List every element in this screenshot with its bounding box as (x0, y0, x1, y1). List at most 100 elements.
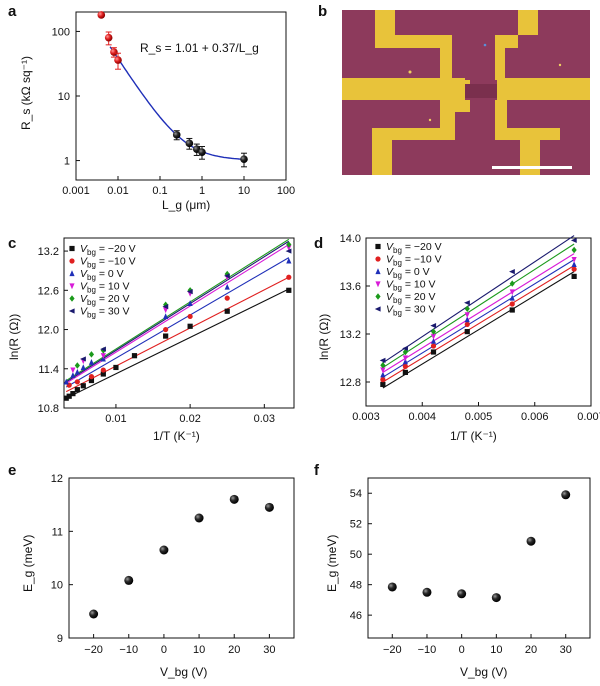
data-point (88, 351, 95, 358)
panel-label-b: b (318, 3, 327, 20)
data-point (457, 589, 467, 599)
data-point (131, 353, 138, 359)
data-point (430, 323, 437, 329)
fit-line (65, 288, 290, 399)
legend-marker (374, 306, 381, 312)
data-point (224, 295, 230, 301)
data-point (509, 289, 515, 296)
panel-f-ylabel: E_g (meV) (325, 535, 339, 592)
data-point (286, 287, 292, 293)
x-tick-label: −20 (84, 644, 103, 656)
panel-a-ylabel: R_s (kΩ sq⁻¹) (19, 56, 33, 130)
data-point (509, 280, 515, 287)
electrode-top-left (375, 10, 470, 91)
data-point (97, 11, 106, 19)
data-point (104, 33, 113, 42)
data-point (224, 283, 230, 290)
legend-marker (375, 268, 381, 275)
data-point (124, 575, 134, 585)
y-tick-label: 11 (52, 526, 63, 538)
data-point (89, 609, 99, 619)
data-point (422, 587, 432, 597)
x-tick-label: 30 (263, 644, 275, 656)
panel-f-xlabel: V_bg (V) (460, 665, 507, 679)
fit-line (382, 253, 575, 373)
x-tick-label: 0.005 (465, 411, 493, 423)
legend-marker (68, 308, 75, 314)
data-point (509, 307, 515, 313)
legend-marker (69, 295, 75, 302)
data-point (187, 323, 193, 329)
y-tick-label: 12.0 (38, 325, 59, 337)
panel-f-frame (367, 477, 591, 639)
y-tick-label: 48 (350, 580, 362, 592)
x-tick-label: 0.007 (577, 411, 600, 423)
data-point (100, 353, 106, 359)
data-point (229, 494, 239, 504)
data-point (187, 300, 193, 306)
data-point (110, 48, 118, 56)
data-point (430, 328, 437, 335)
x-tick-label: 20 (228, 644, 240, 656)
x-tick-label: 0.004 (408, 411, 436, 423)
legend-marker (375, 256, 381, 262)
data-point (100, 346, 106, 352)
data-point (159, 545, 169, 555)
data-point (286, 245, 292, 252)
data-point (74, 362, 80, 369)
electrode-right (497, 78, 590, 100)
data-point (63, 395, 69, 401)
speck (483, 43, 487, 47)
x-tick-label: 0.02 (179, 413, 200, 425)
data-point (74, 368, 80, 375)
channel (465, 84, 497, 98)
x-tick-label: 0 (161, 644, 167, 656)
legend-marker (69, 258, 75, 264)
data-point (80, 364, 86, 371)
legend-label: Vbg = 20 V (80, 293, 130, 307)
data-point (100, 367, 106, 373)
legend-label: Vbg = 20 V (386, 291, 436, 305)
data-point (402, 345, 408, 351)
data-point (509, 294, 515, 301)
panel-d-xlabel: 1/T (K⁻¹) (450, 429, 497, 443)
legend-marker (69, 245, 75, 252)
legend-label: Vbg = 30 V (80, 306, 130, 320)
fit-line (382, 265, 575, 383)
data-point (74, 379, 80, 385)
x-tick-label: 0.03 (254, 413, 275, 425)
data-point (430, 349, 437, 355)
panel-c-xlabel: 1/T (K⁻¹) (153, 429, 200, 443)
data-point (464, 329, 470, 335)
data-point (63, 378, 69, 385)
data-point (561, 490, 571, 500)
legend-label: Vbg = 0 V (80, 268, 124, 282)
panel-c-ylabel: ln(R (Ω)) (7, 314, 21, 360)
x-tick-label: 10 (238, 185, 250, 197)
data-point (464, 316, 470, 323)
fit-curve (109, 46, 245, 160)
x-tick-label: 0.01 (107, 185, 128, 197)
scale-bar (492, 166, 572, 169)
x-tick-label: 20 (525, 644, 537, 656)
y-tick-label: 12.8 (340, 377, 361, 389)
electrode-bottom-right (495, 100, 560, 175)
x-tick-label: 10 (490, 644, 502, 656)
data-point (163, 333, 169, 339)
y-tick-label: 46 (350, 610, 362, 622)
data-point (571, 266, 577, 272)
data-point (509, 269, 515, 275)
data-point (286, 241, 292, 248)
panel-a-chart: R_s = 1.01 + 0.37/L_g 0.001 0.01 0.1 1 10 100… (19, 11, 295, 212)
y-tick-label: 52 (350, 519, 362, 531)
y-tick-label: 10.8 (38, 403, 59, 415)
legend-label: Vbg = −20 V (386, 241, 442, 255)
data-point (194, 513, 204, 523)
fit-line (382, 243, 575, 369)
y-tick-label: 13.2 (340, 329, 361, 341)
legend-marker (69, 283, 75, 290)
y-tick-label: 11.4 (38, 364, 59, 376)
data-point (88, 377, 95, 384)
data-point (571, 273, 577, 279)
y-tick-label: 13.6 (340, 281, 361, 293)
